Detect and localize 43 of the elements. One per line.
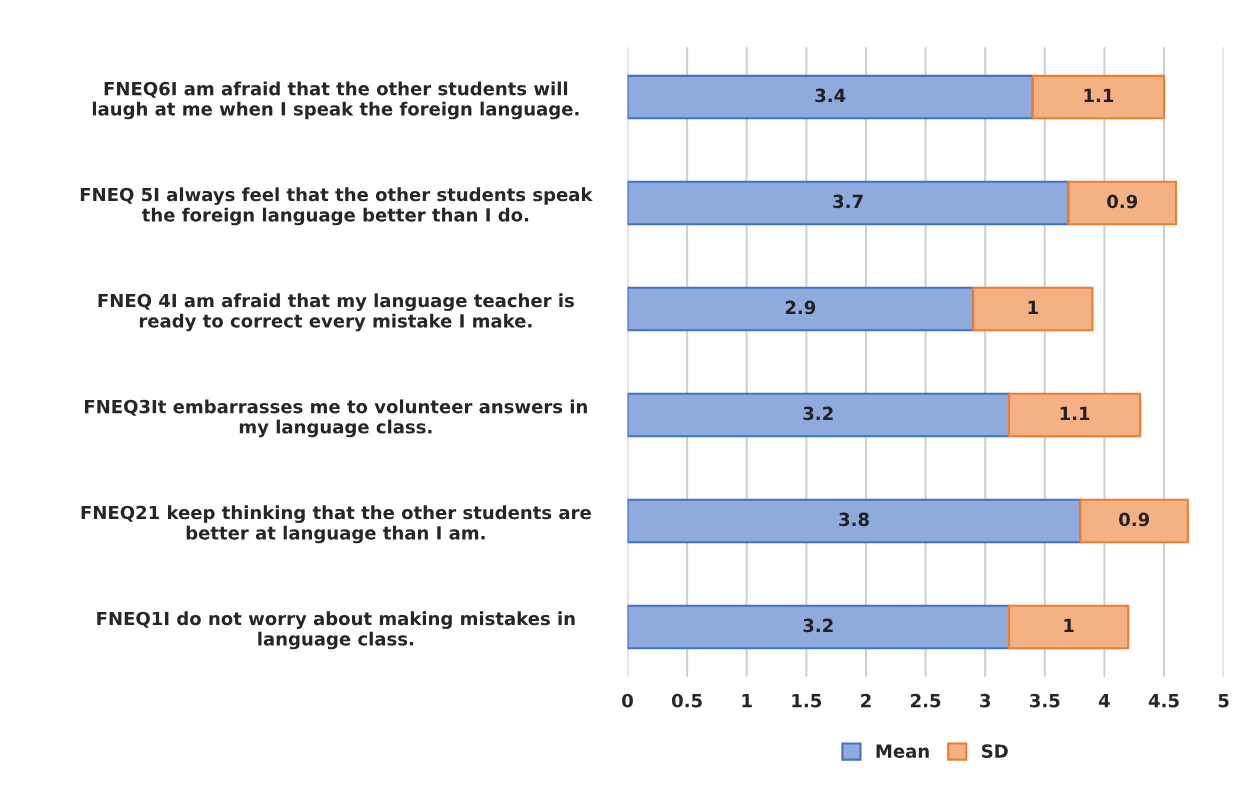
data-label: 1.1 xyxy=(1060,406,1090,420)
legend-label: Mean xyxy=(876,744,929,758)
y-tick-label: FNEQ3It embarrasses me to volunteer answers in my language class. xyxy=(84,399,587,438)
bar xyxy=(627,498,1082,544)
bar xyxy=(627,286,975,332)
x-tick-label: 4 xyxy=(1098,694,1110,708)
data-label: 1 xyxy=(1028,300,1038,315)
data-label: 1 xyxy=(1064,618,1074,632)
x-tick-label: 5 xyxy=(1218,694,1229,708)
bar xyxy=(627,74,1034,120)
bar xyxy=(1007,604,1130,650)
data-label: 3.2 xyxy=(803,618,833,633)
x-tick-label: 3 xyxy=(980,693,991,708)
y-tick-label: FNEQ 4I am afraid that my language teacher is ready to correct every mistake I make. xyxy=(98,293,574,332)
data-label: 0.9 xyxy=(1119,512,1150,527)
x-tick-label: 1 xyxy=(742,694,752,708)
x-tick-label: 3.5 xyxy=(1030,693,1060,708)
bar xyxy=(1067,180,1177,226)
data-label: 3.8 xyxy=(839,512,869,527)
data-label: 1.1 xyxy=(1084,88,1114,103)
data-label: 0.9 xyxy=(1107,194,1138,209)
bar xyxy=(1079,498,1189,544)
bar xyxy=(1031,74,1166,120)
data-label: 3.4 xyxy=(815,88,846,103)
data-label: 3.2 xyxy=(803,406,833,421)
data-label: 2.9 xyxy=(785,300,816,315)
legend-label: SD xyxy=(982,744,1008,758)
x-tick-label: 2 xyxy=(861,693,871,708)
data-label: 3.7 xyxy=(833,194,863,209)
y-tick-label: FNEQ 5I always feel that the other students speak the foreign language better than I do. xyxy=(80,187,593,226)
x-tick-label: 1.5 xyxy=(792,694,822,708)
bar xyxy=(1007,392,1142,438)
y-tick-label: FNEQ6I am afraid that the other students will laugh at me when I speak the foreign language. xyxy=(92,81,579,120)
x-tick-label: 0 xyxy=(622,693,633,708)
y-tick-label: FNEQ1I do not worry about making mistakes in language class. xyxy=(97,611,575,650)
bar xyxy=(972,286,1094,332)
y-tick-label: FNEQ21 keep thinking that the other students are better at language than I am. xyxy=(81,505,591,544)
bar xyxy=(627,604,1011,650)
x-tick-label: 2.5 xyxy=(911,693,941,708)
bar xyxy=(627,392,1011,438)
x-tick-label: 4.5 xyxy=(1148,694,1179,708)
bar xyxy=(627,180,1070,226)
x-tick-label: 0.5 xyxy=(671,693,702,708)
